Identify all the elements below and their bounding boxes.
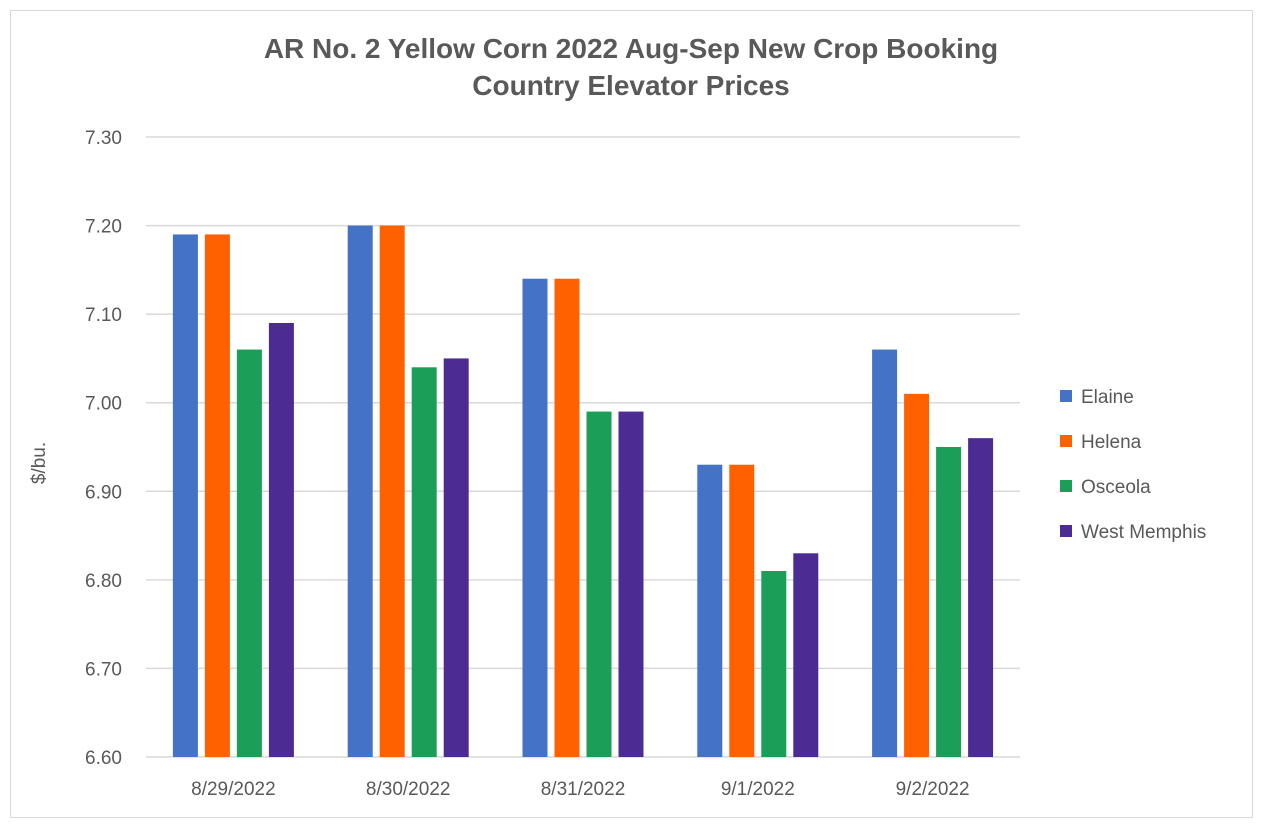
- x-tick-label: 9/2/2022: [896, 779, 970, 800]
- bar-osceola: [761, 571, 787, 757]
- chart-frame: [10, 10, 1253, 818]
- bar-elaine: [172, 234, 198, 757]
- bar-helena: [904, 393, 930, 757]
- bar-west-memphis: [443, 358, 469, 757]
- bar-osceola: [236, 349, 262, 757]
- x-tick-label: 9/1/2022: [721, 779, 795, 800]
- y-axis-title: $/bu.: [29, 442, 50, 484]
- bar-elaine: [347, 225, 373, 758]
- y-tick-label: 7.10: [85, 305, 122, 326]
- bar-west-memphis: [268, 323, 294, 757]
- y-tick-label: 6.80: [85, 571, 122, 592]
- y-tick-label: 7.20: [85, 217, 122, 238]
- legend-label: Elaine: [1081, 387, 1134, 408]
- bar-helena: [729, 464, 755, 757]
- x-tick-label: 8/29/2022: [191, 779, 276, 800]
- bar-helena: [554, 278, 580, 757]
- legend-label: Osceola: [1081, 477, 1151, 498]
- bar-elaine: [697, 464, 723, 757]
- x-tick-label: 8/31/2022: [541, 779, 626, 800]
- y-tick-label: 7.30: [85, 128, 122, 149]
- bar-west-memphis: [793, 553, 819, 757]
- y-tick-label: 6.60: [85, 748, 122, 769]
- y-tick-label: 6.70: [85, 659, 122, 680]
- legend-swatch: [1060, 525, 1072, 537]
- chart-title-line-1: AR No. 2 Yellow Corn 2022 Aug-Sep New Cr…: [263, 33, 999, 64]
- y-tick-label: 6.90: [85, 482, 122, 503]
- legend-swatch: [1060, 480, 1072, 492]
- bar-osceola: [936, 447, 962, 757]
- bar-elaine: [522, 278, 548, 757]
- bar-west-memphis: [618, 411, 644, 757]
- x-tick-label: 8/30/2022: [366, 779, 451, 800]
- legend-label: West Memphis: [1081, 522, 1206, 543]
- bar-helena: [204, 234, 230, 757]
- bar-west-memphis: [968, 438, 994, 757]
- bar-elaine: [872, 349, 898, 757]
- chart-title: AR No. 2 Yellow Corn 2022 Aug-Sep New Cr…: [0, 30, 1262, 104]
- bar-osceola: [586, 411, 612, 757]
- y-tick-label: 7.00: [85, 394, 122, 415]
- bar-helena: [379, 225, 405, 758]
- legend-swatch: [1060, 435, 1072, 447]
- bar-osceola: [411, 367, 437, 757]
- chart-title-line-2: Country Elevator Prices: [472, 70, 790, 101]
- legend-label: Helena: [1081, 432, 1142, 453]
- legend-swatch: [1060, 390, 1072, 402]
